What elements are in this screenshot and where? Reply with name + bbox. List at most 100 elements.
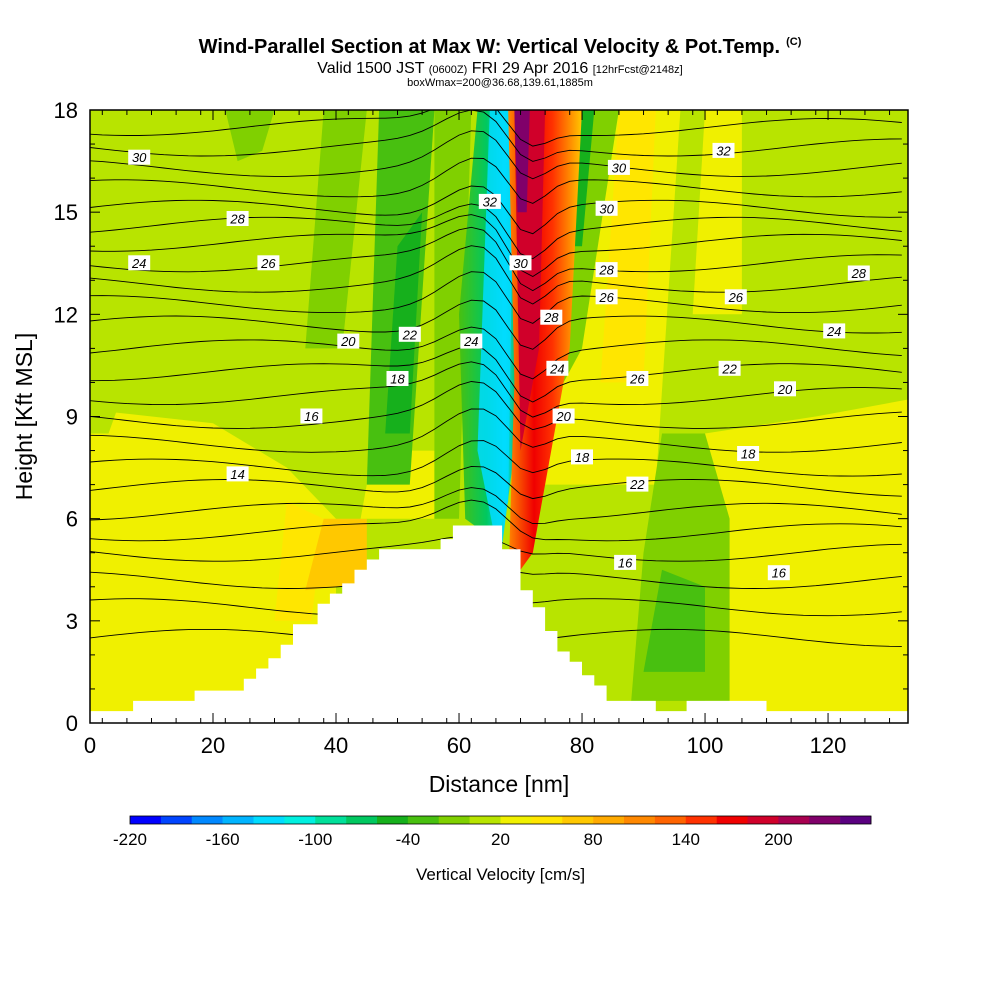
valid-utc: (0600Z) [428,64,468,76]
y-tick-label: 15 [54,200,78,225]
contour-label: 30 [128,149,151,165]
theta-contours [90,110,902,647]
contour-label-text: 20 [777,382,793,397]
contour-label-text: 20 [555,409,571,424]
colorbar-swatch [531,816,563,824]
contour-label-text: 32 [716,143,731,158]
velocity-region-10 [225,110,275,162]
valid-date: FRI 29 Apr 2016 [471,60,589,77]
colorbar-swatch [469,816,501,824]
colorbar-swatch [191,816,223,824]
theta-contour-line [90,110,902,162]
contour-label: 16 [767,565,790,581]
colorbar-swatch [840,816,872,824]
contour-label-text: 24 [131,256,146,271]
velocity-region-0 [90,409,336,723]
contour-label-text: 18 [390,372,405,387]
colorbar-swatch [716,816,748,824]
contour-label-box [626,476,649,492]
contour-label-text: 28 [543,310,559,325]
x-tick-label: 20 [201,733,225,758]
contour-label-text: 24 [463,334,478,349]
contour-label-box [595,289,618,305]
x-tick-label: 60 [447,733,471,758]
contour-label: 26 [626,371,649,387]
contour-label-box [540,309,563,325]
theta-contour-line [90,381,902,431]
contour-label: 26 [724,289,747,305]
contour-label-text: 18 [575,450,590,465]
contour-label: 28 [847,265,870,281]
contour-label-box [226,211,249,226]
contour-label: 18 [386,371,409,387]
colorbar-swatch [562,816,594,824]
contour-label-text: 16 [304,409,319,424]
x-tick-label: 0 [84,733,96,758]
theta-contour-line [90,271,902,324]
contour-label: 26 [257,255,280,271]
colorbar-swatch [407,816,440,824]
contour-label: 32 [478,193,501,209]
velocity-region-7 [274,501,324,621]
colorbar-swatch [160,816,193,824]
colorbar-tick-label: 20 [491,830,510,849]
y-tick-label: 9 [66,405,78,430]
colorbar-tick-label: -160 [206,830,240,849]
velocity-region-8 [305,518,367,591]
contour-label-text: 26 [598,290,614,305]
contour-label: 16 [300,408,323,424]
contour-label-text: 26 [629,372,645,387]
contour-label-box [595,262,618,278]
theta-contour-line [90,361,902,418]
contour-label-box [718,360,741,376]
contour-label-text: 24 [549,361,564,376]
contour-label-text: 14 [230,467,244,482]
theta-contour-line [90,345,902,403]
y-tick-label: 6 [66,507,78,532]
contour-label-text: 28 [229,212,245,227]
updraft-max [514,110,530,213]
theta-contour-line [90,203,902,260]
contour-label: 28 [540,309,563,325]
theta-contour-line [90,157,902,204]
contour-label-box [607,159,630,175]
contour-label: 22 [626,476,649,492]
contour-label: 32 [712,142,735,158]
contour-label: 22 [398,326,421,342]
contour-label-box [774,381,796,397]
contour-label-box [571,449,593,465]
colorbar-swatch [346,816,378,824]
contour-label-box [128,149,151,165]
contour-label: 24 [460,333,483,349]
contour-label-box [398,326,421,342]
colorbar-swatch [654,816,687,824]
contour-label: 24 [823,323,846,339]
contour-label: 30 [509,255,532,271]
theta-contour-line [90,408,902,453]
theta-contour-line [90,299,902,350]
colorbar-swatch [284,816,316,824]
velocity-region-18 [643,569,705,672]
velocity-region-5 [600,110,656,383]
velocity-region-14 [434,110,472,519]
contour-label-text: 32 [483,194,498,209]
terrain-mask [90,525,908,723]
contour-label: 24 [128,255,151,271]
colorbar-swatch [778,816,810,824]
contour-label-box [614,554,637,570]
contour-label-box [337,333,360,349]
colorbar-swatch [624,816,656,824]
colorbar-swatch [377,816,409,824]
colorbar-label: Vertical Velocity [cm/s] [416,865,585,884]
contour-label-text: 28 [598,263,614,278]
colorbar-swatch [222,816,254,824]
contour-label-text: 26 [728,290,744,305]
contour-label: 28 [595,262,618,278]
contour-label-box [552,408,575,424]
x-tick-label: 40 [324,733,348,758]
contour-label-text: 30 [599,201,614,216]
contour-label-box [509,255,532,271]
contour-label-box [626,371,649,386]
contour-label-text: 30 [513,256,528,271]
